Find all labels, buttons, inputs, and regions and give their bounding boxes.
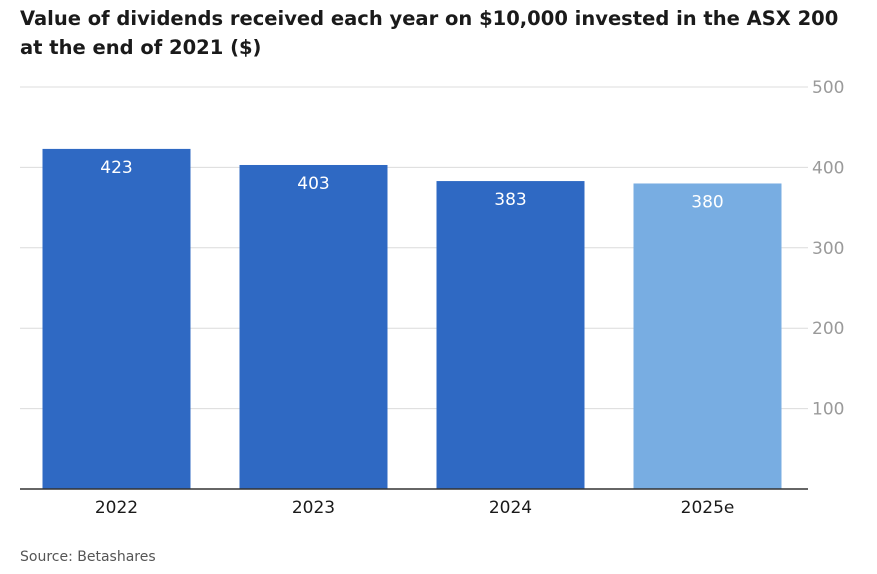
x-axis-tick-labels: 2022 2023 2024 2025e bbox=[95, 498, 735, 518]
bar bbox=[633, 183, 782, 490]
data-labels: 423 403 383 380 bbox=[100, 158, 723, 213]
data-label: 423 bbox=[100, 158, 132, 178]
source-note: Source: Betashares bbox=[20, 549, 156, 565]
y-tick-label: 200 bbox=[812, 319, 844, 339]
x-tick-label: 2024 bbox=[489, 498, 532, 518]
y-tick-label: 400 bbox=[812, 158, 844, 178]
bars bbox=[42, 148, 782, 490]
bar bbox=[436, 181, 585, 489]
chart-title: Value of dividends received each year on… bbox=[20, 7, 839, 59]
y-tick-label: 100 bbox=[812, 400, 844, 420]
data-label: 380 bbox=[691, 192, 723, 212]
y-axis-tick-labels: 100 200 300 400 500 bbox=[812, 78, 844, 420]
y-tick-label: 500 bbox=[812, 78, 844, 98]
x-tick-label: 2025e bbox=[681, 498, 735, 518]
y-tick-label: 300 bbox=[812, 239, 844, 259]
bar bbox=[239, 164, 388, 489]
data-label: 403 bbox=[297, 174, 329, 194]
x-tick-label: 2023 bbox=[292, 498, 335, 518]
bar bbox=[42, 148, 191, 489]
x-tick-label: 2022 bbox=[95, 498, 138, 518]
data-label: 383 bbox=[494, 190, 526, 210]
